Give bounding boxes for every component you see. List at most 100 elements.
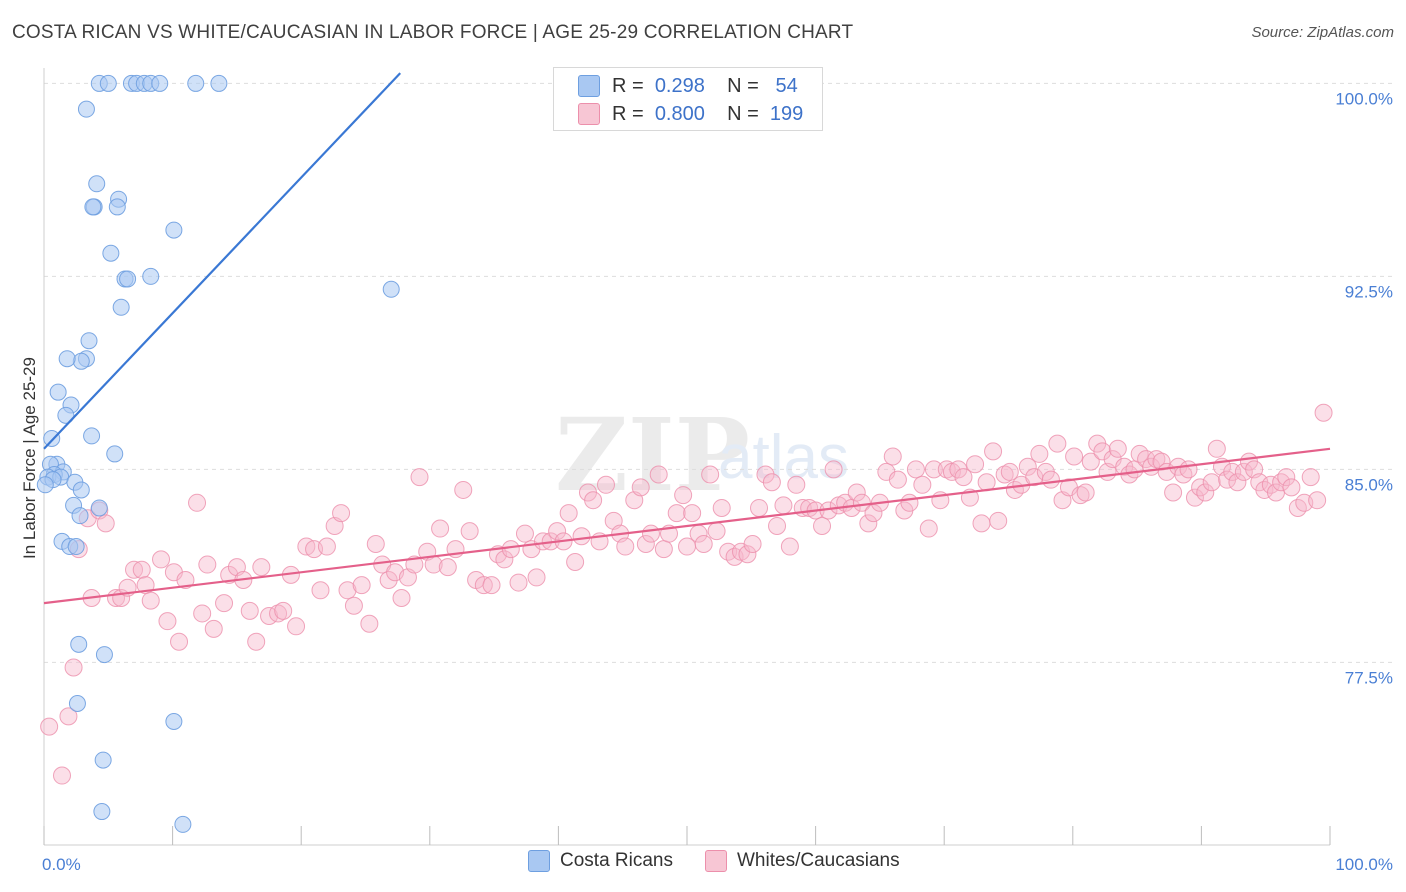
data-point-whites	[636, 534, 655, 553]
data-point-whites	[649, 465, 668, 484]
trend-line-costa-ricans	[43, 72, 402, 450]
data-point-whites	[170, 632, 189, 651]
chart-title: COSTA RICAN VS WHITE/CAUCASIAN IN LABOR …	[12, 22, 854, 43]
data-point-whites	[1196, 483, 1215, 502]
data-point-whites	[738, 545, 757, 564]
data-point-whites	[482, 576, 501, 595]
data-point-whites	[64, 658, 83, 677]
data-point-whites	[40, 717, 59, 736]
stats-legend: R = 0.298 N = 54 R = 0.800 N = 199	[553, 67, 823, 131]
data-point-whites	[995, 465, 1014, 484]
data-point-costa-rican	[36, 476, 54, 494]
data-point-costa-rican	[151, 74, 169, 92]
data-point-whites	[215, 594, 234, 613]
legend-label-whites: Whites/Caucasians	[737, 850, 900, 871]
data-point-whites	[852, 493, 871, 512]
data-point-whites	[410, 468, 429, 487]
data-point-costa-rican	[95, 646, 113, 664]
data-point-whites	[1228, 473, 1247, 492]
data-point-costa-rican	[80, 332, 98, 350]
data-point-costa-rican	[57, 406, 75, 424]
data-point-whites	[360, 614, 379, 633]
data-point-whites	[338, 581, 357, 600]
data-point-costa-rican	[174, 815, 192, 833]
data-point-whites	[431, 519, 450, 538]
legend-swatch-pink	[578, 103, 600, 125]
watermark-atlas: atlas	[718, 423, 849, 492]
data-point-whites	[756, 465, 775, 484]
data-point-costa-rican	[71, 507, 89, 525]
data-point-costa-rican	[108, 198, 126, 216]
data-point-costa-rican	[58, 350, 76, 368]
legend-row-costa-ricans: R = 0.298 N = 54	[578, 72, 798, 100]
data-point-whites	[683, 504, 702, 523]
data-point-whites	[654, 540, 673, 559]
data-point-costa-rican	[187, 74, 205, 92]
data-point-costa-rican	[83, 427, 101, 445]
legend-r-value: 0.298	[654, 74, 705, 97]
data-point-whites	[287, 617, 306, 636]
data-point-whites	[768, 516, 787, 535]
data-point-whites	[1207, 439, 1226, 458]
data-point-whites	[919, 519, 938, 538]
data-point-whites	[1048, 434, 1067, 453]
data-point-whites	[152, 550, 171, 569]
data-point-whites	[1018, 457, 1037, 476]
data-point-whites	[888, 470, 907, 489]
data-point-whites	[1065, 447, 1084, 466]
data-point-whites	[193, 604, 212, 623]
data-point-whites	[96, 514, 115, 533]
legend-r-value: 0.800	[654, 102, 705, 125]
data-point-whites	[198, 555, 217, 574]
data-point-whites	[1108, 439, 1127, 458]
data-point-costa-rican	[106, 445, 124, 463]
costa-rican-points	[36, 74, 400, 833]
data-point-whites	[984, 442, 1003, 461]
trend-lines	[43, 72, 1331, 605]
data-point-whites	[883, 447, 902, 466]
data-point-whites	[667, 504, 686, 523]
legend-swatch-blue	[528, 850, 550, 872]
data-point-whites	[1093, 442, 1112, 461]
data-point-whites	[247, 632, 266, 651]
legend-n-label: N =	[727, 74, 759, 97]
data-point-whites	[59, 707, 78, 726]
data-point-whites	[780, 537, 799, 556]
data-point-costa-rican	[77, 100, 95, 118]
legend-item-whites: Whites/Caucasians	[705, 850, 900, 872]
axes	[43, 68, 1331, 846]
y-axis-title: In Labor Force | Age 25-29	[20, 357, 39, 559]
trend-line-whites	[43, 447, 1331, 605]
data-point-whites	[495, 550, 514, 569]
data-point-whites	[707, 522, 726, 541]
data-point-whites	[1191, 478, 1210, 497]
data-point-whites	[317, 537, 336, 556]
data-point-whites	[566, 552, 585, 571]
data-point-whites	[1185, 488, 1204, 507]
data-point-costa-rican	[99, 74, 117, 92]
data-point-whites	[572, 527, 591, 546]
data-point-whites	[1301, 468, 1320, 487]
data-point-whites	[1030, 444, 1049, 463]
data-point-whites	[274, 601, 293, 620]
data-point-whites	[252, 558, 271, 577]
data-point-whites	[813, 516, 832, 535]
data-point-whites	[559, 504, 578, 523]
data-point-costa-rican	[165, 221, 183, 239]
legend-row-whites: R = 0.800 N = 199	[578, 100, 803, 128]
legend-label-costa-ricans: Costa Ricans	[560, 850, 673, 871]
data-point-whites	[1000, 462, 1019, 481]
data-point-whites	[596, 475, 615, 494]
data-point-whites	[332, 504, 351, 523]
data-point-whites	[1314, 403, 1333, 422]
data-point-whites	[1202, 473, 1221, 492]
data-point-whites	[474, 576, 493, 595]
y-tick-label: 92.5%	[1345, 282, 1393, 301]
x-tick-label-min: 0.0%	[42, 855, 81, 874]
data-point-whites	[527, 568, 546, 587]
data-point-whites	[269, 604, 288, 623]
x-tick-label-max: 100.0%	[1335, 855, 1393, 874]
data-point-whites	[966, 455, 985, 474]
data-point-whites	[1076, 483, 1095, 502]
data-point-whites	[787, 475, 806, 494]
